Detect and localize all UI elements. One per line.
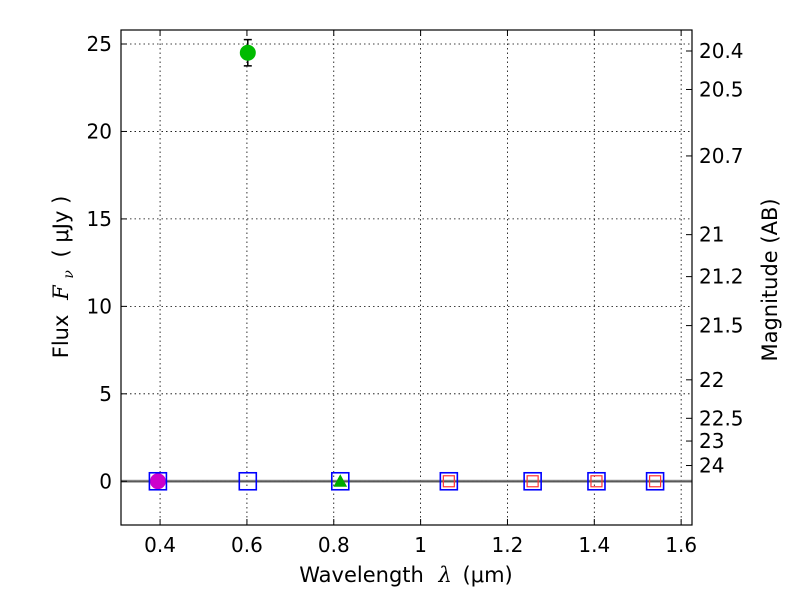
detection-green-triangle-point <box>333 474 348 487</box>
upper-limit-blue-point <box>148 471 168 491</box>
mag-tick-label: 24 <box>699 454 724 478</box>
plot-frame <box>120 29 693 526</box>
mag-tick-label: 21 <box>699 223 724 247</box>
detection-green-point <box>239 44 256 61</box>
mag-tick-label: 21.5 <box>699 314 744 338</box>
y-axis-label-symbol: F <box>49 284 73 301</box>
x-tick-label: 0.6 <box>231 533 263 557</box>
x-tick-label: 1.4 <box>578 533 610 557</box>
y-axis-label: Flux F ν ( μJy ) <box>49 196 78 359</box>
x-tick-label: 0.8 <box>318 533 350 557</box>
upper-limit-red-point <box>442 475 455 488</box>
upper-limit-blue-point <box>330 471 350 491</box>
mag-tick-label: 20.7 <box>699 144 744 168</box>
upper-limit-red-point <box>648 475 662 488</box>
x-axis-label-unit: (μm) <box>463 563 513 587</box>
mag-tick-label: 20.4 <box>699 39 744 63</box>
x-tick-label: 1.6 <box>665 533 697 557</box>
x-tick-label: 1 <box>414 533 427 557</box>
grid-lines <box>121 30 692 525</box>
y-tick-label: 5 <box>99 382 112 406</box>
upper-limit-blue-point <box>439 471 459 491</box>
y-axis-label-unit: ( μJy ) <box>49 196 73 258</box>
upper-limit-blue-point <box>523 471 542 491</box>
mag-tick-label: 22 <box>699 368 724 392</box>
detection-magenta-point <box>149 473 166 490</box>
x-axis-label-symbol: λ <box>438 563 452 587</box>
mag-tick-label: 20.5 <box>699 77 744 101</box>
y-tick-label: 10 <box>87 294 112 318</box>
upper-limit-blue-point <box>587 471 606 491</box>
mag-tick-label: 22.5 <box>699 406 744 430</box>
x-axis-label-text: Wavelength <box>299 563 424 587</box>
y-axis-label-text: Flux <box>49 315 73 359</box>
y-tick-label: 0 <box>99 469 112 493</box>
upper-limit-blue-point <box>238 471 258 491</box>
upper-limit-red-point <box>526 475 539 488</box>
mag-tick-label: 23 <box>699 429 724 453</box>
axis-ticks <box>121 30 692 525</box>
upper-limit-red-point <box>590 475 603 488</box>
y-tick-label: 25 <box>87 32 112 56</box>
data-marks <box>148 38 665 491</box>
mag-tick-label: 21.2 <box>699 265 744 289</box>
x-axis-label: Wavelength λ (μm) <box>299 563 512 587</box>
upper-limit-blue-point <box>645 471 665 491</box>
y-tick-label: 15 <box>87 207 112 231</box>
tick-labels: 0.4 0.6 0.8 1 1.2 1.4 1.6 0 5 10 15 20 25 20.4 20.5 20.… <box>87 32 744 557</box>
x-tick-label: 1.2 <box>492 533 524 557</box>
x-tick-label: 0.4 <box>144 533 176 557</box>
y2-axis-label: Magnitude (AB) <box>758 198 782 361</box>
y-axis-label-subscript: ν <box>61 270 77 279</box>
y-tick-label: 20 <box>87 119 112 143</box>
